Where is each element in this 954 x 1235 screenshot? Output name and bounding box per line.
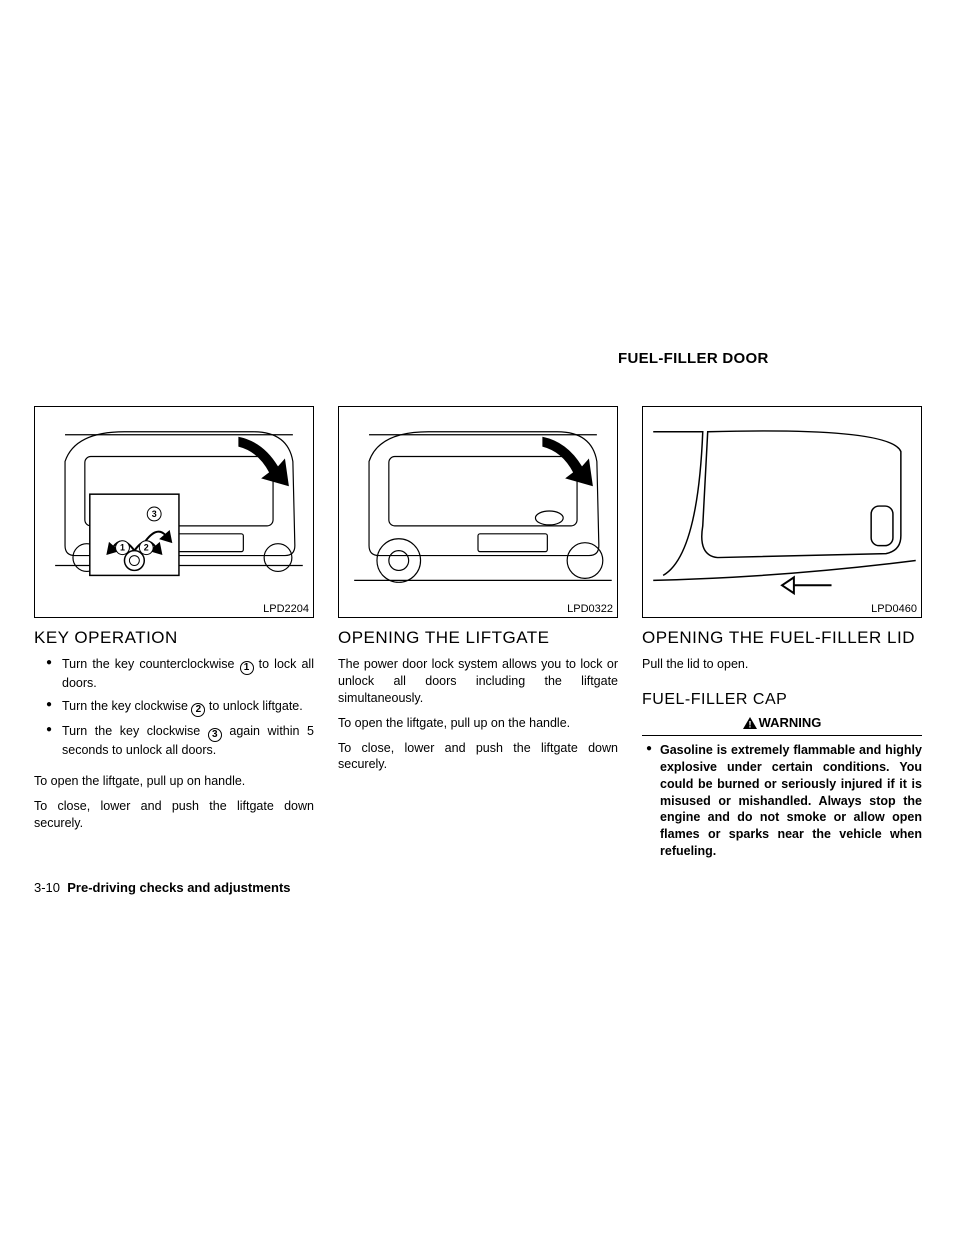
column-2: LPD0322 OPENING THE LIFTGATE The power d… bbox=[338, 406, 618, 860]
paragraph: To open the liftgate, pull up on the han… bbox=[338, 715, 618, 732]
circled-number-icon: 1 bbox=[240, 661, 254, 675]
warning-header: ! WARNING bbox=[642, 715, 922, 736]
svg-text:1: 1 bbox=[120, 543, 125, 553]
paragraph: Pull the lid to open. bbox=[642, 656, 922, 673]
svg-text:3: 3 bbox=[152, 509, 157, 519]
bullet-item: Turn the key clockwise 3 again within 5 … bbox=[34, 723, 314, 759]
figure-key-operation: 1 2 3 LPD2204 bbox=[34, 406, 314, 618]
column-3: LPD0460 OPENING THE FUEL-FILLER LID Pull… bbox=[642, 406, 922, 860]
page: FUEL-FILLER DOOR bbox=[0, 0, 954, 1235]
page-footer: 3-10 Pre-driving checks and adjustments bbox=[34, 880, 291, 895]
paragraph: To close, lower and push the liftgate do… bbox=[338, 740, 618, 774]
paragraph: The power door lock system allows you to… bbox=[338, 656, 618, 707]
figure-fuel-filler-lid: LPD0460 bbox=[642, 406, 922, 618]
warning-bullets: Gasoline is extremely flammable and high… bbox=[642, 742, 922, 860]
vehicle-rear-liftgate-illustration bbox=[339, 407, 617, 617]
paragraph: To close, lower and push the liftgate do… bbox=[34, 798, 314, 832]
bullet-text-pre: Turn the key counterclockwise bbox=[62, 657, 240, 671]
svg-text:!: ! bbox=[748, 719, 751, 729]
circled-number-icon: 2 bbox=[191, 703, 205, 717]
heading-fuel-filler-cap: FUEL-FILLER CAP bbox=[642, 691, 922, 709]
key-operation-bullets: Turn the key counterclockwise 1 to lock … bbox=[34, 656, 314, 765]
heading-opening-liftgate: OPENING THE LIFTGATE bbox=[338, 628, 618, 648]
columns: 1 2 3 LPD2204 KEY OPERATION Turn the key… bbox=[34, 406, 922, 860]
column-1: 1 2 3 LPD2204 KEY OPERATION Turn the key… bbox=[34, 406, 314, 860]
figure-label: LPD0460 bbox=[871, 603, 917, 615]
circled-number-icon: 3 bbox=[208, 728, 222, 742]
paragraph: To open the liftgate, pull up on handle. bbox=[34, 773, 314, 790]
footer-section-title: Pre-driving checks and adjustments bbox=[67, 880, 290, 895]
warning-label: WARNING bbox=[759, 715, 822, 730]
warning-bullet: Gasoline is extremely flammable and high… bbox=[642, 742, 922, 860]
figure-label: LPD2204 bbox=[263, 603, 309, 615]
heading-key-operation: KEY OPERATION bbox=[34, 628, 314, 648]
vehicle-rear-key-illustration: 1 2 3 bbox=[35, 407, 313, 617]
svg-text:2: 2 bbox=[144, 543, 149, 553]
figure-label: LPD0322 bbox=[567, 603, 613, 615]
section-header: FUEL-FILLER DOOR bbox=[618, 350, 769, 367]
fuel-filler-lid-illustration bbox=[643, 407, 921, 617]
warning-triangle-icon: ! bbox=[743, 717, 757, 732]
bullet-item: Turn the key clockwise 2 to unlock liftg… bbox=[34, 698, 314, 717]
figure-liftgate: LPD0322 bbox=[338, 406, 618, 618]
bullet-text-post: to unlock liftgate. bbox=[205, 699, 302, 713]
page-number: 3-10 bbox=[34, 880, 60, 895]
bullet-text-pre: Turn the key clockwise bbox=[62, 699, 191, 713]
heading-opening-fuel-filler-lid: OPENING THE FUEL-FILLER LID bbox=[642, 628, 922, 648]
bullet-item: Turn the key counterclockwise 1 to lock … bbox=[34, 656, 314, 692]
bullet-text-pre: Turn the key clockwise bbox=[62, 724, 208, 738]
